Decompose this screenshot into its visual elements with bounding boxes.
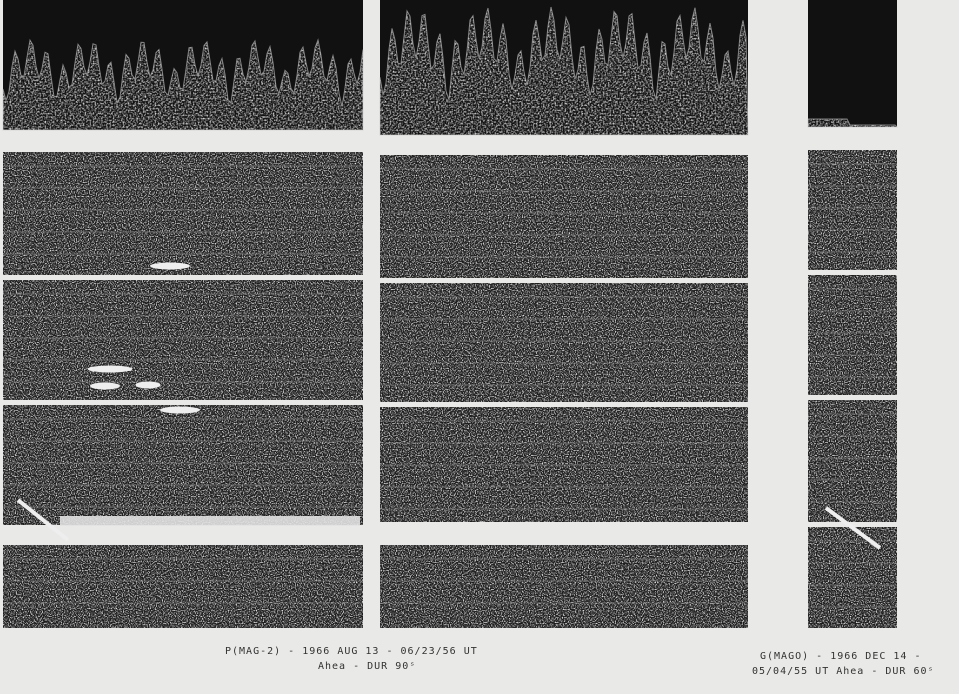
caption-right-1: G(MAGO) - 1966 DEC 14 - — [760, 651, 921, 662]
spectrum-panel — [808, 0, 897, 127]
strip-noise — [380, 155, 748, 278]
caption-left-1: P(MAG-2) - 1966 AUG 13 - 06/23/56 UT — [225, 646, 478, 657]
caption-left-2: Ahea - DUR 90ˢ — [318, 661, 416, 672]
echo — [150, 263, 190, 270]
trail-band — [60, 516, 360, 526]
strip-noise — [3, 152, 363, 275]
echo — [90, 383, 120, 390]
echo — [88, 366, 133, 373]
echo — [160, 407, 200, 414]
caption-right-2: 05/04/55 UT Ahea - DUR 60ˢ — [752, 666, 935, 677]
strip-noise — [808, 400, 897, 522]
strip-noise — [808, 527, 897, 628]
echo — [136, 382, 161, 389]
record-photo: P(MAG-2) - 1966 AUG 13 - 06/23/56 UT Ahe… — [0, 0, 959, 694]
strip-noise — [3, 545, 363, 628]
strip-noise — [380, 545, 748, 628]
strip-noise — [380, 283, 748, 402]
